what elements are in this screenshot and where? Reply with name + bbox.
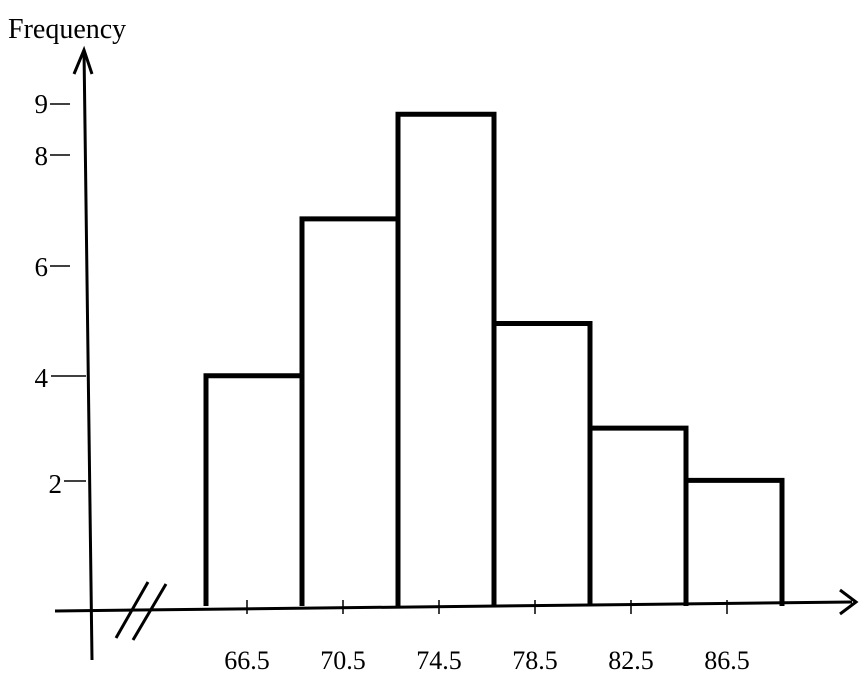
axis-break-mark (131, 583, 168, 641)
x-tick-label: 78.5 (512, 646, 558, 673)
histogram-bar (587, 425, 689, 606)
x-tick-label: 74.5 (416, 646, 462, 673)
y-tick-label: 2 (49, 469, 63, 499)
y-tick-label: 4 (35, 363, 49, 393)
x-tick-label: 86.5 (704, 646, 750, 673)
y-tick-label: 6 (35, 252, 49, 282)
x-axis-arrow (839, 588, 859, 616)
y-axis-arrow (72, 45, 94, 75)
y-axis-label: Frequency (8, 14, 126, 45)
x-tick-label: 82.5 (608, 646, 654, 673)
histogram-bar (299, 216, 401, 606)
x-tick-label: 70.5 (320, 646, 366, 673)
axis-break-mark (114, 581, 150, 639)
histogram-bar (395, 111, 497, 606)
histogram-bar (203, 373, 305, 606)
histogram-bar (491, 321, 593, 606)
y-tick-label: 8 (35, 141, 49, 171)
histogram-bar (683, 477, 785, 606)
y-tick-label: 9 (35, 89, 49, 119)
y-axis (82, 49, 94, 661)
x-tick-label: 66.5 (224, 646, 270, 673)
x-axis (54, 600, 853, 613)
